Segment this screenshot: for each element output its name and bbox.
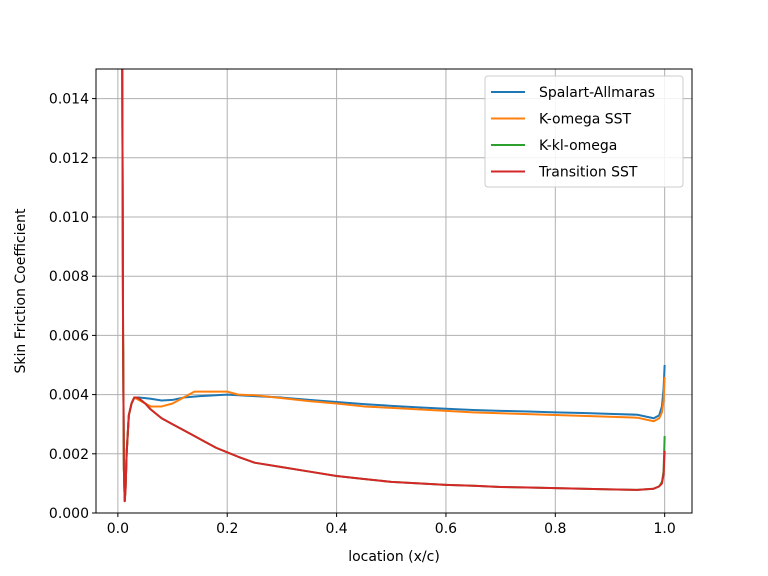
y-tick-label: 0.010 <box>49 210 89 226</box>
y-tick-label: 0.008 <box>49 269 89 285</box>
y-tick-label: 0.012 <box>49 151 89 167</box>
plot-frame <box>95 68 693 514</box>
legend-label: Spalart-Allmaras <box>539 85 655 101</box>
legend: Spalart-Allmaras K-omega SST K-kl-omega Tra… <box>484 75 684 188</box>
y-tick-label: 0.014 <box>49 92 89 108</box>
x-axis-label: location (x/c) <box>348 549 440 565</box>
legend-label: Transition SST <box>538 165 638 181</box>
y-tick-label: 0.006 <box>49 328 89 344</box>
series-line-3 <box>121 69 666 503</box>
x-tick-label: 0.4 <box>325 521 347 537</box>
axis-ticks: 0.0 0.2 0.4 0.6 0.8 1.0 0.000 0.002 0.004 0.006 0.… <box>49 92 676 537</box>
grid <box>96 69 692 514</box>
x-tick-label: 0.0 <box>107 521 129 537</box>
x-tick-label: 0.8 <box>544 521 566 537</box>
series-lines <box>121 69 666 503</box>
y-axis-label: Skin Friction Coefficient <box>13 208 29 373</box>
x-tick-label: 0.2 <box>216 521 238 537</box>
y-tick-label: 0.000 <box>49 506 89 522</box>
x-tick-label: 1.0 <box>654 521 676 537</box>
x-tick-label: 0.6 <box>435 521 457 537</box>
y-tick-label: 0.004 <box>49 388 89 404</box>
legend-label: K-omega SST <box>539 112 632 128</box>
y-tick-label: 0.002 <box>49 447 89 463</box>
legend-label: K-kl-omega <box>539 138 617 154</box>
legend-box <box>484 75 684 188</box>
